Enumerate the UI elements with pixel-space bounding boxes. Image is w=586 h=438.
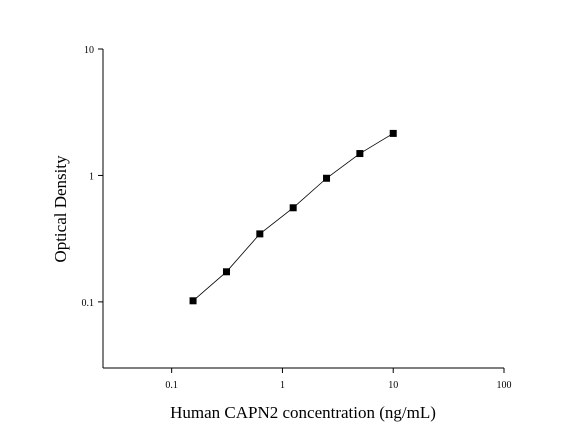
x-tick-label: 10 xyxy=(388,380,398,391)
y-axis-label: Optical Density xyxy=(51,155,70,263)
y-tick-label: 1 xyxy=(89,171,94,182)
y-tick-label: 10 xyxy=(84,45,94,56)
point xyxy=(389,129,397,137)
point xyxy=(356,150,364,158)
x-axis-label: Human CAPN2 concentration (ng/mL) xyxy=(170,403,436,422)
point xyxy=(222,268,230,276)
point xyxy=(323,174,331,182)
x-tick-label: 1 xyxy=(280,380,285,391)
point xyxy=(289,204,297,212)
x-tick-label: 100 xyxy=(497,380,512,391)
fit-line xyxy=(192,133,394,302)
point xyxy=(189,297,197,305)
x-tick-label: 0.1 xyxy=(165,380,178,391)
point xyxy=(256,230,264,238)
y-tick-label: 0.1 xyxy=(82,298,95,309)
